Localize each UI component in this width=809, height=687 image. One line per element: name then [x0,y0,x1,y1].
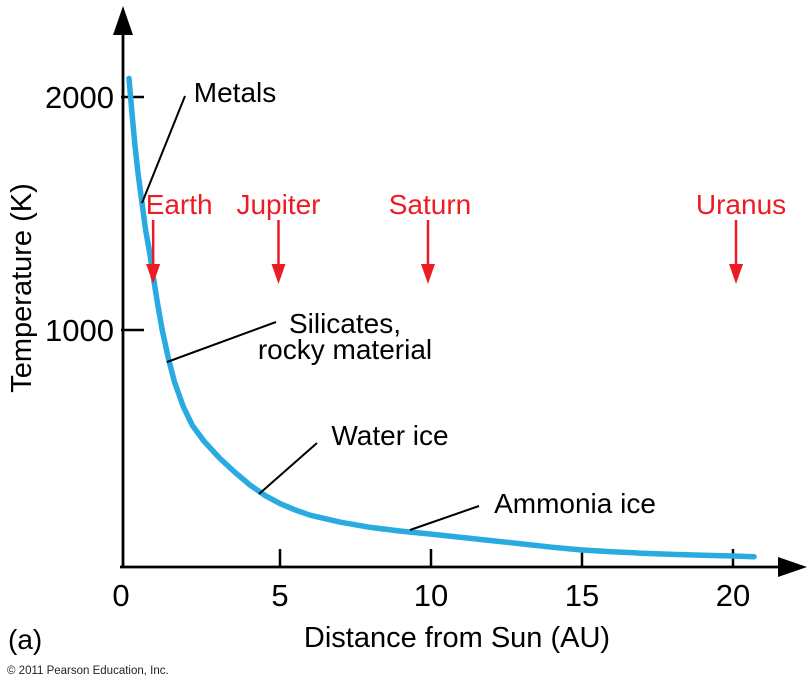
annotation-label: Water ice [331,420,448,451]
y-axis-arrowhead-icon [113,6,133,35]
y-tick-label: 1000 [45,313,114,348]
x-axis-arrowhead-icon [778,557,807,577]
annotation-label: Silicates, [289,308,401,339]
planet-arrowhead-icon [146,264,161,284]
planet-arrowhead-icon [271,264,286,284]
copyright-notice: © 2011 Pearson Education, Inc. [7,665,169,677]
x-tick-label: 20 [716,578,750,613]
annotation-label: Ammonia ice [494,488,656,519]
y-axis-ticks: 1000 2000 [45,80,144,348]
annotation-leader-line [409,505,480,531]
planet-label-uranus: Uranus [696,189,786,220]
annotation-leader-line [141,95,186,204]
planet-label-saturn: Saturn [389,189,472,220]
planet-arrowhead-icon [729,264,744,284]
y-tick-label: 2000 [45,80,114,115]
figure-label: (a) [8,624,42,655]
x-tick-label: 10 [414,578,448,613]
planet-label-earth: Earth [146,189,213,220]
x-axis-title: Distance from Sun (AU) [304,622,610,654]
temperature-curve [126,75,757,560]
x-tick-label: 5 [271,578,288,613]
annotation-group: Metals Silicates,rocky material Water ice A… [141,77,656,531]
annotation-leader-line [166,321,277,363]
annotation-leader-line [258,442,318,495]
x-axis-ticks: 0 5 10 15 20 [112,549,750,613]
annotation-label: rocky material [258,334,432,365]
planet-markers-group: Earth Jupiter Saturn Uranus [146,189,786,284]
planet-label-jupiter: Jupiter [236,189,320,220]
y-axis-title: Temperature (K) [6,183,38,393]
planet-arrowhead-icon [420,264,435,284]
curve-group [126,75,757,560]
x-tick-label: 0 [112,578,129,613]
x-tick-label: 15 [565,578,599,613]
annotation-label: Metals [194,77,276,108]
